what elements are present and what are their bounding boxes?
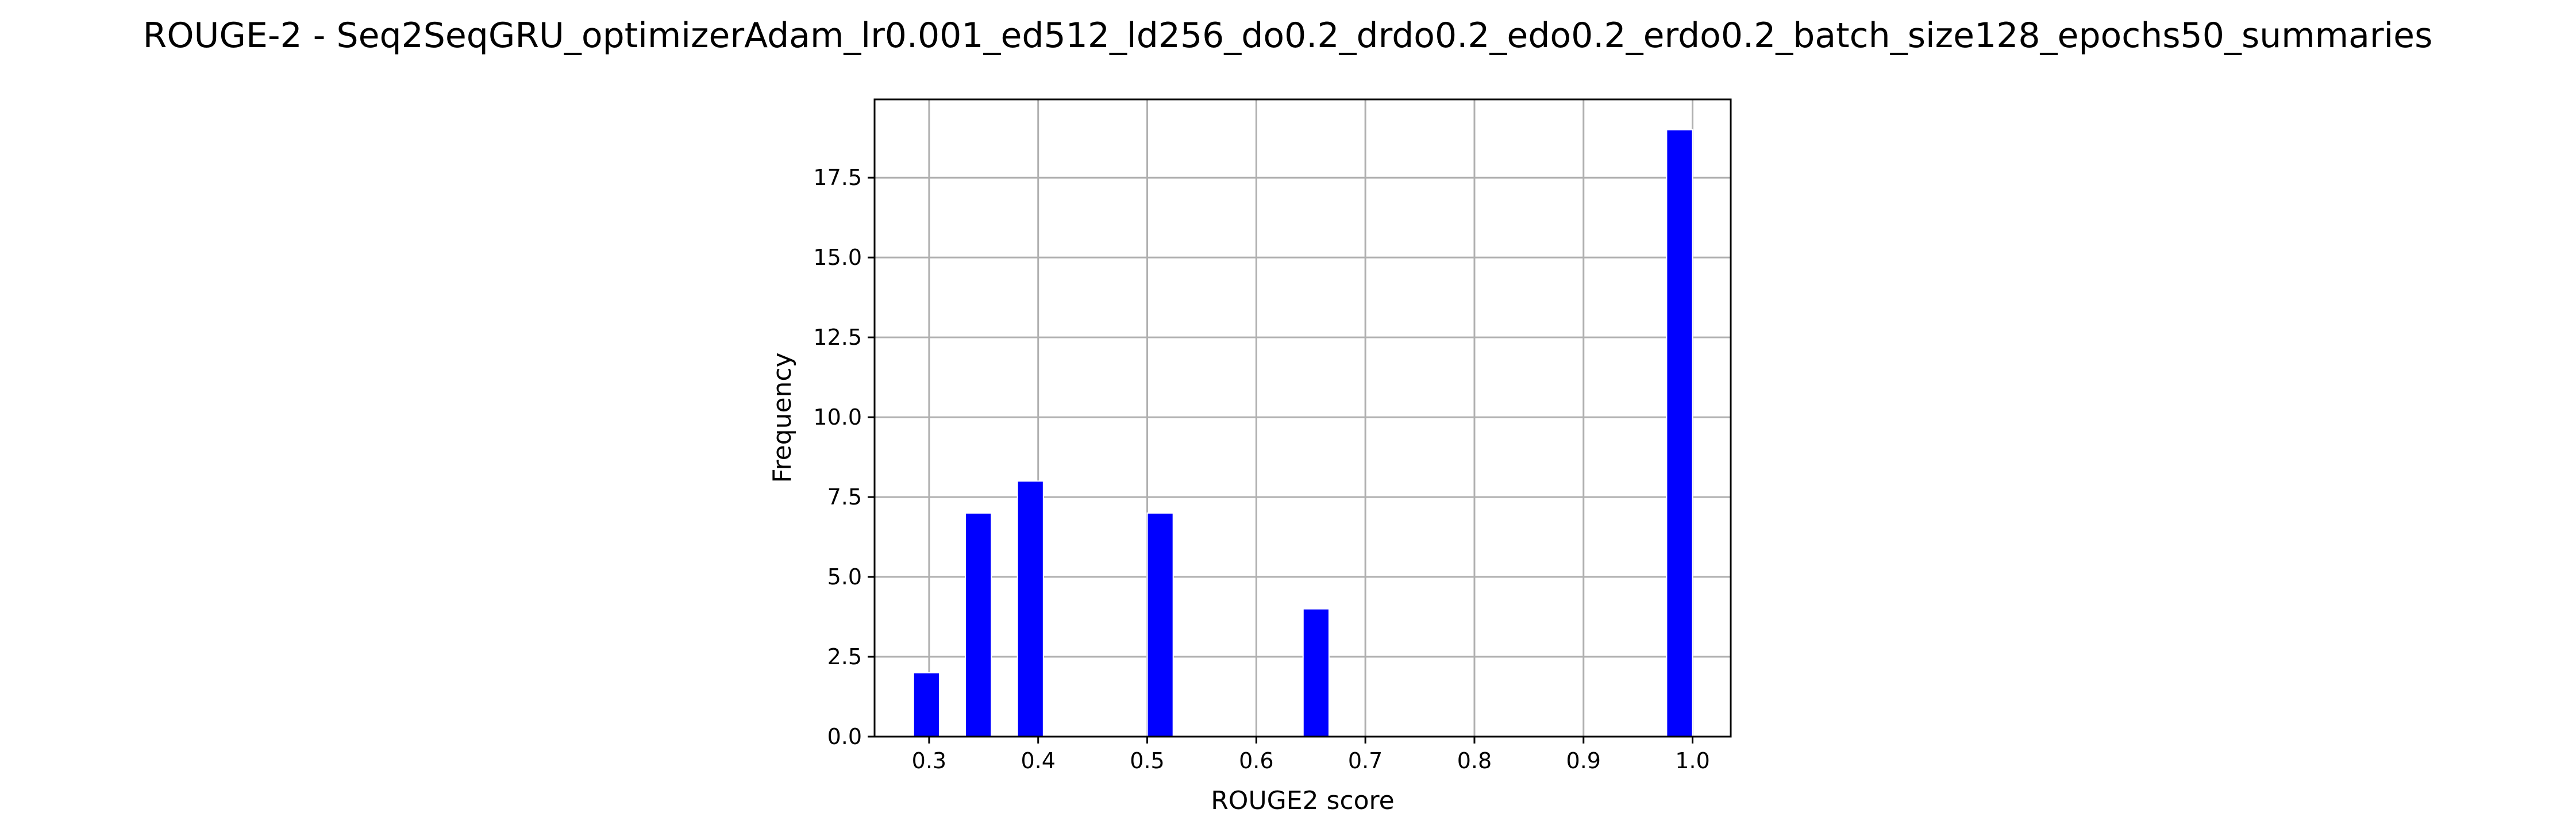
- axis-ticks: 0.3 0.4 0.5 0.6 0.7 0.8 0.9 1.0 0.0 2.5 5.0 7.5 10.0…: [813, 165, 1709, 773]
- y-tick-label: 2.5: [827, 644, 862, 669]
- histogram-bar: [1016, 480, 1044, 737]
- x-tick-label: 0.8: [1457, 748, 1492, 773]
- y-axis-label: Frequency: [768, 352, 797, 483]
- histogram-bar: [1146, 512, 1174, 737]
- x-axis-label: ROUGE2 score: [1211, 786, 1395, 815]
- y-tick-label: 0.0: [827, 724, 862, 749]
- y-tick-label: 5.0: [827, 564, 862, 590]
- x-tick-label: 0.6: [1239, 748, 1273, 773]
- x-tick-label: 0.5: [1130, 748, 1164, 773]
- histogram-bar: [912, 672, 940, 737]
- x-tick-label: 0.3: [912, 748, 946, 773]
- y-tick-label: 15.0: [813, 245, 862, 270]
- y-tick-label: 17.5: [813, 165, 862, 190]
- histogram-bar: [1302, 608, 1330, 738]
- x-tick-label: 1.0: [1675, 748, 1709, 773]
- y-tick-label: 12.5: [813, 325, 862, 350]
- y-tick-label: 10.0: [813, 405, 862, 430]
- histogram-bar: [965, 512, 992, 737]
- histogram-bar: [1666, 129, 1693, 737]
- bars: [912, 129, 1693, 738]
- x-tick-label: 0.9: [1566, 748, 1601, 773]
- y-tick-label: 7.5: [827, 484, 862, 510]
- x-tick-label: 0.4: [1021, 748, 1055, 773]
- x-tick-label: 0.7: [1348, 748, 1383, 773]
- chart-title: ROUGE-2 - Seq2SeqGRU_optimizerAdam_lr0.0…: [143, 16, 2433, 56]
